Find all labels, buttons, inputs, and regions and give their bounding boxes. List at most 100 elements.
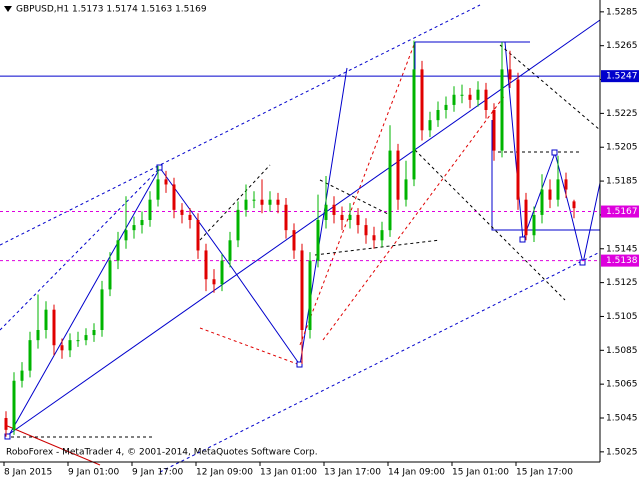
price-level-label: 1.5167: [606, 207, 638, 217]
candle-body: [308, 260, 312, 330]
x-tick-label: 8 Jan 2015: [4, 468, 52, 478]
y-tick-label: 1.5145: [606, 244, 638, 254]
anchor: [4, 433, 11, 440]
x-tick-label: 15 Jan 01:00: [452, 468, 509, 478]
y-tick-label: 1.5265: [606, 41, 638, 51]
candle-body: [340, 214, 344, 220]
candle-body: [220, 260, 224, 285]
candle-body: [484, 89, 488, 110]
projection: [299, 41, 416, 346]
candle-body: [540, 189, 544, 215]
guide: [199, 164, 271, 241]
candle-body: [124, 230, 128, 241]
projection: [322, 94, 506, 341]
candle-body: [132, 225, 136, 231]
candle-body: [332, 204, 336, 215]
candle-body: [84, 335, 88, 341]
channel-line: [159, 251, 601, 473]
price-level-label: 1.5247: [606, 72, 638, 82]
candle-body: [532, 214, 536, 236]
candle-body: [324, 204, 328, 220]
footer: RoboForex - MetaTrader 4, © 2001-2014, M…: [6, 448, 318, 458]
candle-body: [180, 209, 184, 215]
x-tick-label: 9 Jan 01:00: [68, 468, 120, 478]
candle-body: [364, 225, 368, 236]
zigzag: [504, 41, 601, 264]
candle-body: [148, 199, 152, 220]
anchor: [551, 149, 558, 156]
price-level-tag: [601, 70, 639, 83]
candle-body: [356, 214, 360, 226]
anchor: [156, 164, 163, 171]
candle-body: [204, 250, 208, 280]
candle-body: [348, 214, 352, 220]
guide: [319, 179, 391, 216]
y-tick-label: 1.5045: [606, 414, 638, 424]
candle-body: [228, 240, 232, 261]
candle-body: [252, 199, 256, 201]
candle-body: [28, 340, 32, 371]
y-tick-label: 1.5125: [606, 278, 638, 288]
candle-body: [516, 79, 520, 200]
candle-body: [452, 94, 456, 105]
x-tick-label: 15 Jan 17:00: [516, 468, 573, 478]
candle-body: [268, 199, 272, 205]
y-tick-label: 1.5105: [606, 312, 638, 322]
projection: [4, 424, 101, 466]
candle-body: [20, 370, 24, 381]
candle-body: [236, 209, 240, 241]
candle-body: [564, 179, 568, 190]
y-tick-label: 1.5085: [606, 346, 638, 356]
candle-body: [68, 340, 72, 351]
y-tick-label: 1.5225: [606, 109, 638, 119]
candle-body: [76, 340, 80, 342]
candle-body: [500, 69, 504, 151]
candle-body: [572, 201, 576, 209]
guide: [414, 149, 566, 301]
y-tick-label: 1.5285: [606, 7, 638, 17]
anchor: [579, 259, 586, 266]
guide: [499, 44, 601, 131]
x-tick-label: 9 Jan 17:00: [132, 468, 184, 478]
candle-body: [100, 289, 104, 330]
price-level-tag: [601, 205, 639, 218]
candle-body: [164, 179, 168, 185]
candle-body: [140, 220, 144, 226]
candle-body: [36, 330, 40, 341]
anchor: [519, 236, 526, 243]
candle-body: [404, 179, 408, 200]
candle-body: [44, 309, 48, 330]
candle-body: [108, 260, 112, 290]
candle-body: [316, 220, 320, 261]
candle-body: [460, 94, 464, 96]
box-line: [491, 120, 600, 231]
candle-body: [172, 184, 176, 210]
candle-body: [548, 189, 552, 200]
candle-body: [188, 214, 192, 220]
y-tick-label: 1.5025: [606, 447, 638, 457]
channel-line: [0, 167, 161, 331]
candle-body: [444, 104, 448, 110]
candle-body: [372, 235, 376, 241]
candle-body: [60, 345, 64, 351]
candle-body: [92, 330, 96, 336]
candle-body: [468, 94, 472, 100]
candle-body: [12, 380, 16, 430]
guide: [314, 239, 441, 256]
candle-body: [276, 199, 280, 205]
price-level-tag: [601, 254, 639, 267]
anchor: [296, 361, 303, 368]
candle-body: [396, 150, 400, 200]
candle-body: [380, 230, 384, 241]
candle-body: [492, 110, 496, 151]
x-tick-label: 14 Jan 09:00: [388, 468, 445, 478]
symbol-icon: [4, 6, 12, 12]
price-level-label: 1.5138: [606, 256, 638, 266]
candle-body: [428, 120, 432, 131]
candle-body: [412, 69, 416, 180]
candle-body: [260, 199, 264, 205]
candle-body: [156, 179, 160, 200]
y-tick-label: 1.5065: [606, 380, 638, 390]
y-tick-label: 1.5205: [606, 143, 638, 153]
x-tick-label: 13 Jan 17:00: [324, 468, 381, 478]
